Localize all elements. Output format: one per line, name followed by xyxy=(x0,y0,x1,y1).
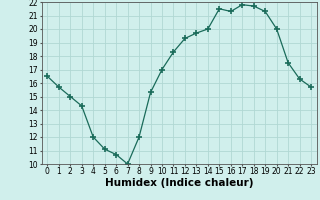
X-axis label: Humidex (Indice chaleur): Humidex (Indice chaleur) xyxy=(105,178,253,188)
